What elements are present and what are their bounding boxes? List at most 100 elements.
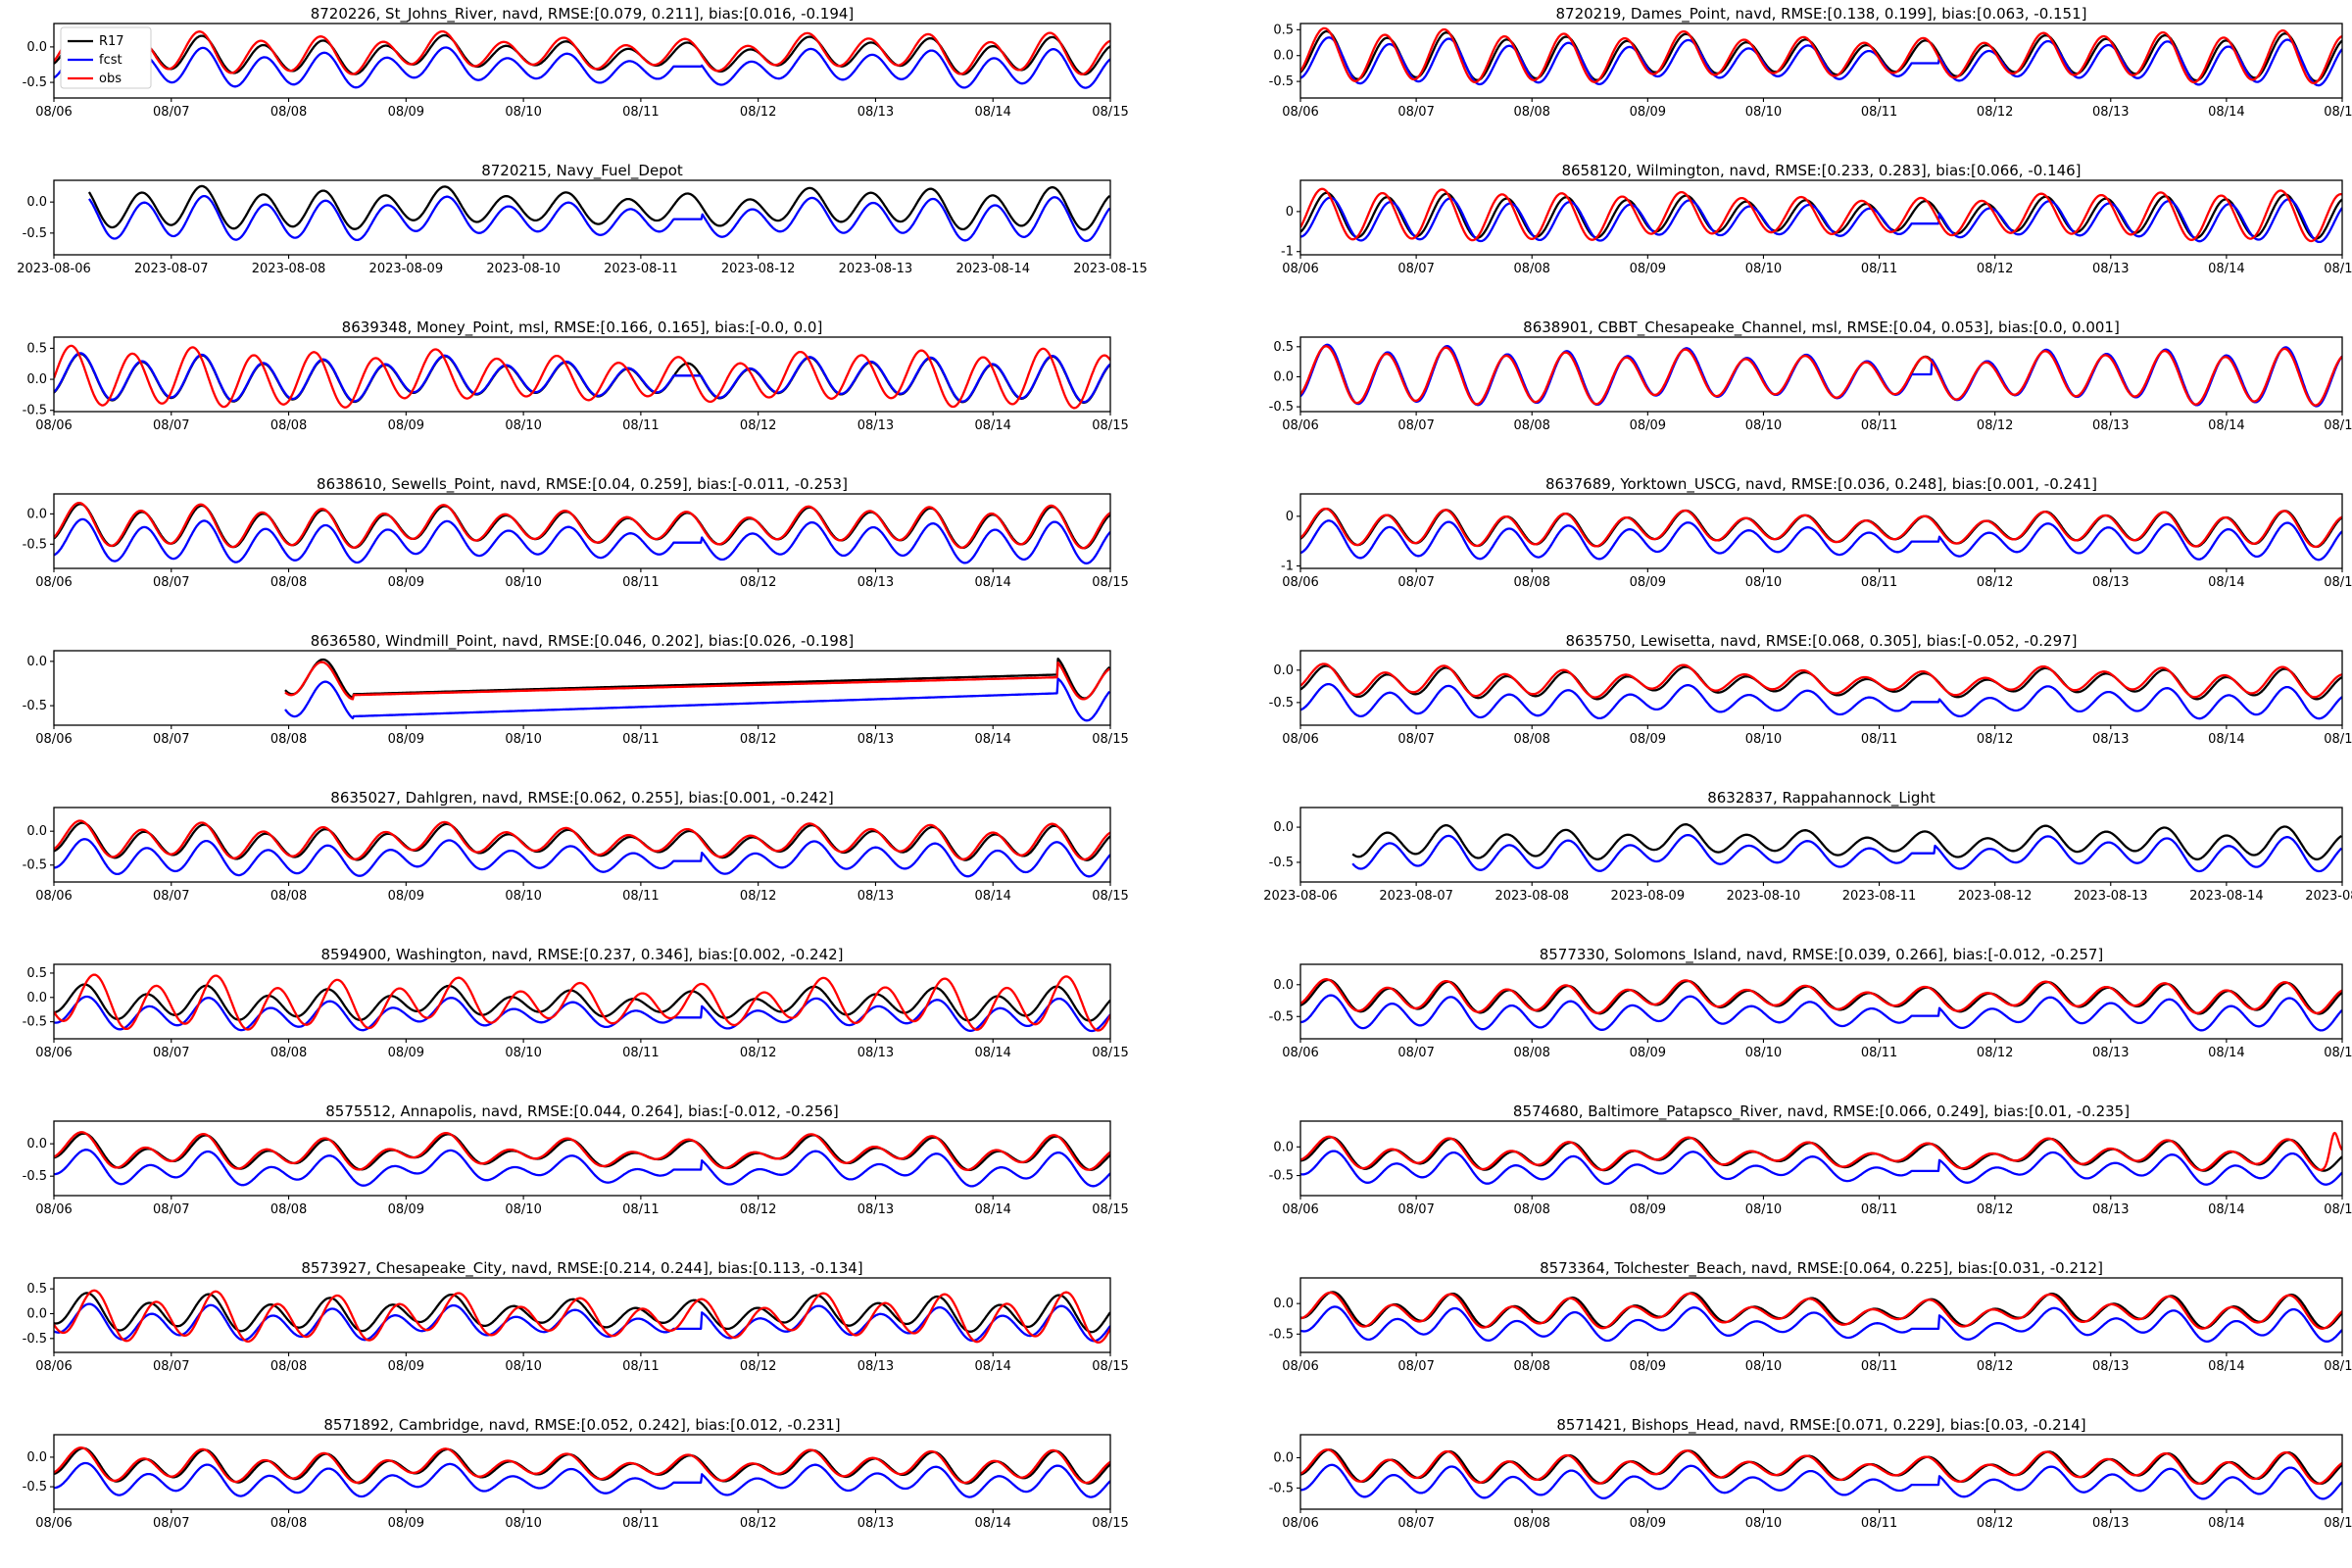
x-tick-label: 08/09: [1630, 105, 1666, 120]
x-tick-label: 2023-08-14: [956, 262, 1030, 276]
x-tick-label: 08/08: [1513, 1359, 1549, 1374]
x-tick-label: 08/10: [1745, 418, 1782, 433]
x-tick-label: 08/08: [1513, 732, 1549, 747]
x-tick-label: 2023-08-10: [486, 262, 561, 276]
x-tick-label: 08/07: [153, 105, 189, 120]
x-tick-label: 08/13: [858, 732, 894, 747]
x-tick-label: 08/15: [2324, 105, 2352, 120]
series-fcst: [54, 1461, 1110, 1498]
axes-box: [1299, 23, 2343, 99]
x-tick-label: 08/07: [153, 418, 189, 433]
series-lines: [1300, 26, 2342, 87]
series-lines: [54, 344, 1110, 410]
series-fcst: [87, 194, 1110, 242]
series-lines: [54, 28, 1110, 89]
x-tick-label: 08/13: [2092, 732, 2129, 747]
subplot-plot: 08/06 08/07 08/08 08/09 08/10 08/11 08/12 08/13…: [1281, 179, 2352, 276]
x-tick-label: 08/07: [1397, 262, 1434, 276]
x-tick-label: 08/08: [270, 105, 307, 120]
subplot-8573927: 8573927, Chesapeake_City, navd, RMSE:[0.…: [0, 1254, 1176, 1411]
x-tick-label: 08/12: [1977, 1359, 2013, 1374]
y-tick-label: 0.0: [26, 40, 47, 55]
x-tick-label: 08/11: [622, 1359, 659, 1374]
subplot-8636580: 8636580, Windmill_Point, navd, RMSE:[0.0…: [0, 627, 1176, 784]
series-obs: [1300, 1448, 2342, 1486]
x-tick-label: 08/07: [1397, 1046, 1434, 1060]
x-tick-label: 08/12: [740, 732, 776, 747]
y-tick-label: -0.5: [1269, 696, 1294, 710]
x-tick-label: 08/13: [858, 418, 894, 433]
y-tick-label: -0.5: [23, 1015, 47, 1030]
x-tick-label: 08/10: [1745, 1359, 1782, 1374]
subplot-plot: 08/06 08/07 08/08 08/09 08/10 08/11 08/12 08/13…: [1269, 650, 2352, 747]
series-fcst: [54, 1302, 1110, 1343]
subplot-title: 8571892, Cambridge, navd, RMSE:[0.052, 0…: [323, 1416, 841, 1434]
subplot-8635750: 8635750, Lewisetta, navd, RMSE:[0.068, 0…: [1176, 627, 2352, 784]
x-tick-label: 2023-08-07: [134, 262, 209, 276]
x-tick-label: 08/10: [505, 575, 541, 590]
x-tick-label: 08/07: [1397, 105, 1434, 120]
x-tick-label: 08/11: [1861, 418, 1897, 433]
series-lines: [1300, 1448, 2342, 1500]
subplot-title: 8638610, Sewells_Point, navd, RMSE:[0.04…: [317, 475, 848, 493]
x-tick-label: 2023-08-06: [1263, 889, 1338, 904]
subplot-plot: 2023-08-06 2023-08-07 2023-08-08 2023-08-09…: [17, 179, 1148, 276]
x-tick-label: 08/06: [1282, 418, 1318, 433]
axes-box: [53, 179, 1111, 256]
axes-box: [1299, 179, 2343, 256]
x-tick-label: 08/11: [622, 1516, 659, 1531]
x-tick-label: 08/11: [622, 732, 659, 747]
series-lines: [1300, 662, 2342, 720]
x-tick-label: 08/09: [388, 105, 424, 120]
x-tick-label: 08/08: [270, 575, 307, 590]
x-tick-label: 08/09: [388, 1516, 424, 1531]
x-tick-label: 08/11: [1861, 575, 1897, 590]
x-tick-label: 08/12: [740, 1046, 776, 1060]
subplot-8577330: 8577330, Solomons_Island, navd, RMSE:[0.…: [1176, 941, 2352, 1098]
x-tick-label: 08/10: [505, 1202, 541, 1217]
x-tick-label: 08/06: [1282, 575, 1318, 590]
x-tick-label: 08/10: [1745, 1046, 1782, 1060]
x-tick-label: 08/07: [153, 1046, 189, 1060]
x-tick-label: 08/14: [2208, 418, 2244, 433]
series-fcst: [54, 517, 1110, 564]
x-tick-label: 08/11: [1861, 262, 1897, 276]
x-tick-label: 08/12: [1977, 1516, 2013, 1531]
subplot-title: 8658120, Wilmington, navd, RMSE:[0.233, …: [1561, 162, 2082, 179]
subplot-title: 8635750, Lewisetta, navd, RMSE:[0.068, 0…: [1565, 632, 2078, 650]
subplot-title: 8720215, Navy_Fuel_Depot: [481, 162, 683, 179]
subplot-8575512: 8575512, Annapolis, navd, RMSE:[0.044, 0…: [0, 1098, 1176, 1254]
x-tick-label: 08/13: [2092, 418, 2129, 433]
x-tick-label: 08/10: [505, 105, 541, 120]
x-tick-label: 08/07: [1397, 1516, 1434, 1531]
x-tick-label: 2023-08-13: [839, 262, 913, 276]
x-tick-label: 08/12: [740, 105, 776, 120]
x-tick-label: 08/14: [974, 889, 1010, 904]
x-tick-label: 08/06: [35, 105, 72, 120]
y-tick-label: -0.5: [23, 858, 47, 873]
x-tick-label: 08/15: [2324, 575, 2352, 590]
x-tick-label: 08/15: [2324, 418, 2352, 433]
y-tick-label: -0.5: [1269, 74, 1294, 89]
x-tick-label: 08/08: [1513, 1046, 1549, 1060]
y-tick-label: 0.5: [26, 341, 47, 356]
series-R17: [54, 1292, 1110, 1334]
x-tick-label: 08/07: [1397, 732, 1434, 747]
y-tick-label: 0.5: [26, 966, 47, 981]
x-tick-label: 08/08: [270, 418, 307, 433]
x-tick-label: 08/07: [1397, 1202, 1434, 1217]
x-tick-label: 08/10: [1745, 262, 1782, 276]
x-tick-label: 08/06: [1282, 1359, 1318, 1374]
y-tick-label: 0.0: [1273, 820, 1294, 835]
x-tick-label: 08/06: [35, 575, 72, 590]
x-tick-label: 08/12: [740, 418, 776, 433]
y-tick-label: -0.5: [23, 699, 47, 713]
x-tick-label: 08/13: [2092, 105, 2129, 120]
x-tick-label: 08/14: [2208, 575, 2244, 590]
x-tick-label: 08/10: [1745, 105, 1782, 120]
series-obs: [54, 1289, 1110, 1344]
series-R17: [54, 983, 1110, 1022]
series-obs: [1300, 507, 2342, 549]
x-tick-label: 2023-08-06: [17, 262, 91, 276]
